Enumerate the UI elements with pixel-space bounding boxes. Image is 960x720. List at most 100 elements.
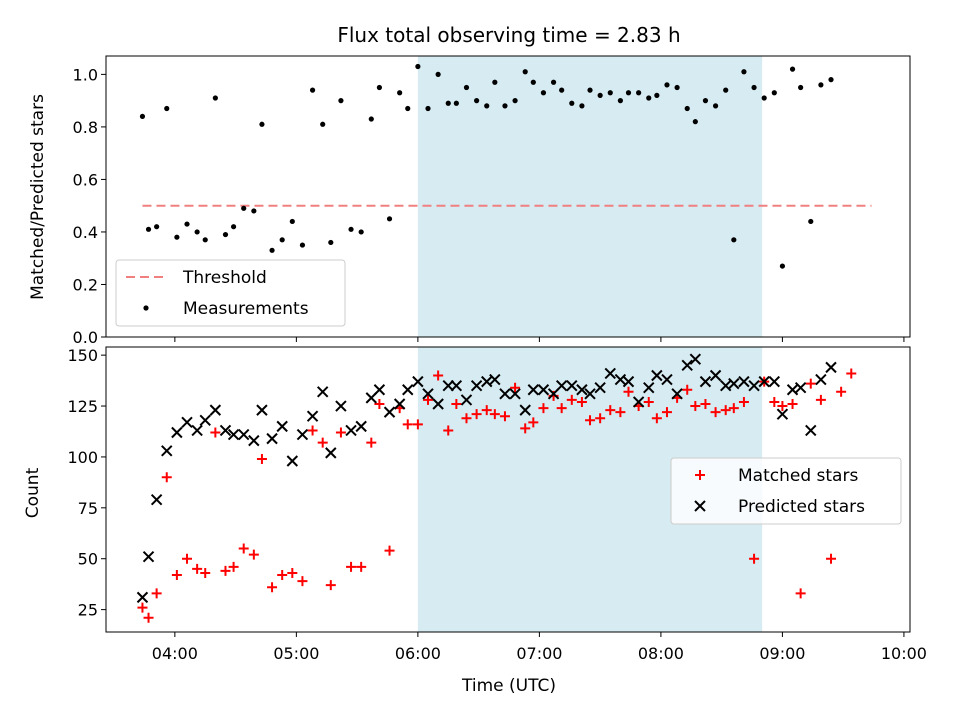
- matched-star-point: [356, 561, 367, 572]
- predicted-star-point: [306, 410, 319, 422]
- matched-star-point: [143, 612, 154, 623]
- measurement-point: [348, 226, 354, 232]
- measurement-point: [279, 237, 285, 243]
- predicted-star-point: [460, 394, 473, 406]
- matched-star-point: [433, 370, 444, 381]
- predicted-star-point: [256, 404, 268, 416]
- predicted-star-point: [527, 384, 540, 396]
- matched-star-point: [499, 411, 510, 422]
- predicted-star-point: [227, 428, 240, 441]
- matched-star-point: [267, 582, 278, 593]
- matched-star-point: [346, 561, 357, 572]
- predicted-star-point: [286, 455, 299, 467]
- predicted-star-point: [481, 375, 493, 388]
- measurement-point: [617, 98, 623, 104]
- matched-star-point: [749, 553, 760, 564]
- predicted-star-point: [248, 434, 260, 447]
- measurement-point: [522, 69, 528, 75]
- predicted-star-point: [622, 375, 635, 388]
- matched-star-point: [520, 423, 531, 434]
- matched-star-point: [238, 543, 249, 554]
- predicted-star-point: [136, 591, 149, 604]
- matched-star-point: [795, 588, 806, 599]
- top-y-tick-label: 0.6: [73, 170, 98, 189]
- matched-star-point: [248, 549, 259, 560]
- measurement-point: [530, 79, 536, 85]
- matched-star-point: [277, 570, 288, 580]
- predicted-star-point: [594, 382, 606, 394]
- matched-star-point: [826, 553, 837, 564]
- matched-star-point: [623, 386, 634, 397]
- measurement-point: [684, 105, 690, 112]
- matched-star-point: [595, 413, 606, 424]
- top-y-tick-label: 0.4: [73, 223, 98, 242]
- bottom-axes-frame: [105, 346, 911, 633]
- measurement-point: [259, 121, 265, 127]
- predicted-star-point: [709, 369, 722, 382]
- matched-star-point: [738, 396, 749, 407]
- matched-star-point: [576, 396, 587, 407]
- matched-star-point: [366, 437, 377, 448]
- matched-star-point: [777, 401, 788, 412]
- measurement-point: [386, 216, 393, 222]
- measurement-point: [674, 84, 680, 91]
- matched-star-point: [210, 427, 221, 438]
- predicted-star-point: [794, 382, 807, 394]
- predicted-star-point: [555, 379, 568, 392]
- predicted-star-point: [825, 361, 837, 374]
- matched-star-point: [471, 409, 482, 420]
- top-y-tick-label: 0.8: [73, 118, 98, 137]
- measurement-point: [512, 98, 518, 104]
- predicted-star-point: [181, 416, 193, 429]
- measurement-point: [597, 92, 603, 98]
- matched-star-point: [585, 415, 596, 426]
- matched-star-point: [615, 407, 626, 418]
- measurement-point: [587, 87, 593, 93]
- predicted-star-point: [209, 404, 222, 416]
- predicted-star-point: [489, 373, 501, 386]
- measurement-point: [194, 229, 200, 235]
- matched-star-point: [287, 567, 298, 578]
- predicted-star-point: [815, 373, 827, 386]
- top-y-tick-label: 1.0: [73, 65, 98, 84]
- predicted-star-point: [199, 414, 211, 426]
- predicted-star-point: [509, 388, 521, 400]
- matched-star-point: [374, 399, 385, 409]
- predicted-star-point: [614, 373, 627, 386]
- predicted-star-point: [422, 388, 434, 400]
- measurement-point: [320, 121, 326, 127]
- predicted-star-point: [776, 408, 789, 420]
- x-tick-label: 05:00: [273, 644, 319, 663]
- predicted-star-point: [661, 373, 673, 386]
- matched-star-point: [161, 472, 172, 483]
- measurement-point: [502, 103, 508, 109]
- measurement-point: [435, 71, 441, 77]
- matched-star-point: [443, 425, 454, 436]
- measurement-point: [646, 95, 652, 101]
- matched-star-point: [151, 588, 162, 599]
- measurement-point: [463, 84, 470, 91]
- predicted-star-point: [643, 382, 655, 394]
- measurement-point: [579, 103, 585, 109]
- measurement-point: [569, 100, 575, 106]
- predicted-star-point: [768, 375, 781, 388]
- predicted-star-point: [720, 379, 732, 392]
- measurement-point: [202, 237, 208, 243]
- predicted-star-point: [604, 367, 616, 380]
- measurement-point: [174, 234, 180, 240]
- x-axis-label: Time (UTC): [461, 676, 556, 696]
- matched-star-point: [200, 567, 211, 578]
- top-axes-frame: [105, 55, 911, 338]
- matched-star-point: [412, 419, 423, 430]
- top-y-axis-label: Matched/Predicted stars: [28, 94, 48, 300]
- measurement-point: [636, 90, 642, 96]
- measurement-point: [625, 90, 632, 96]
- matched-star-point: [423, 394, 434, 405]
- measurement-point: [415, 63, 421, 70]
- top-panel: 0.0 0.2 0.4 0.6 0.8 1.0 Threshold Measurements: [73, 55, 911, 347]
- matched-star-point: [137, 602, 148, 613]
- bottom-y-tick-label: 125: [67, 397, 98, 416]
- measurement-point: [702, 98, 709, 104]
- predicted-star-point: [442, 379, 454, 392]
- measurement-point: [779, 263, 786, 269]
